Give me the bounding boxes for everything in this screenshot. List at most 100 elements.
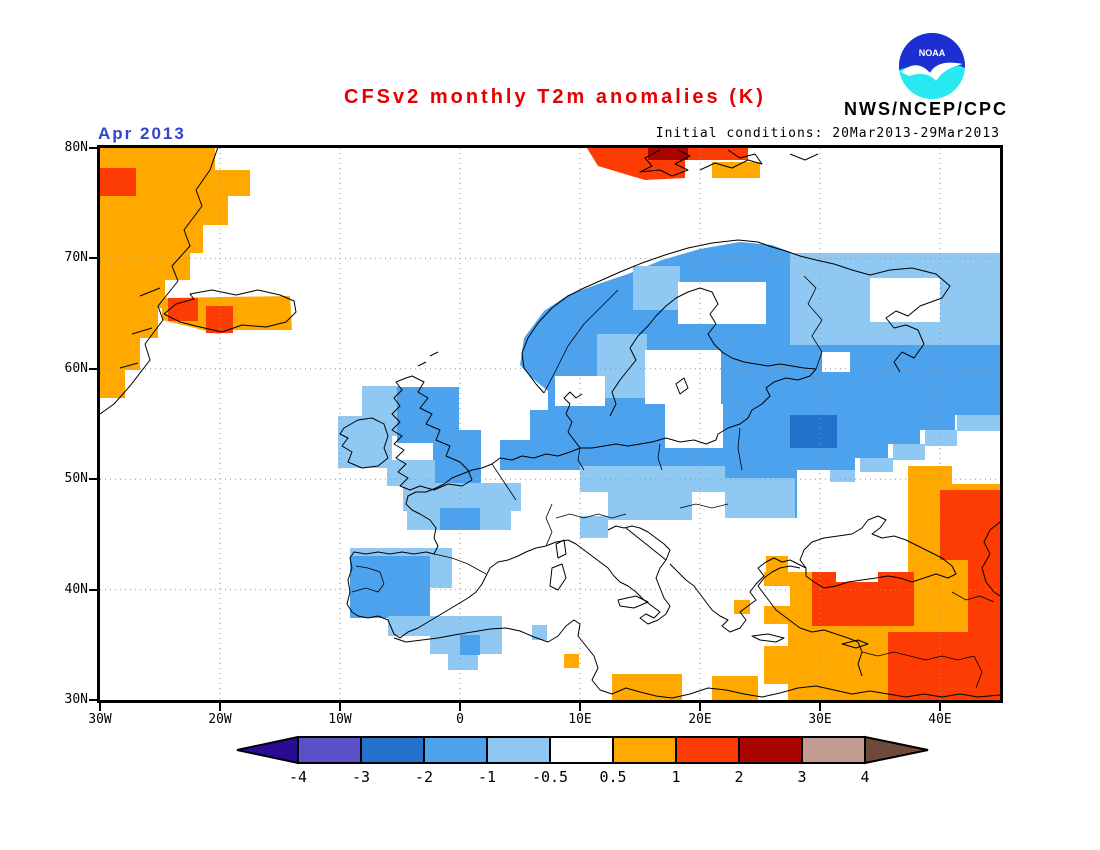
border-0 bbox=[543, 289, 619, 394]
anomaly-region-lightblue-s-iberia bbox=[388, 616, 432, 636]
anomaly-region-lightblue-se-fringe-1 bbox=[957, 415, 1000, 431]
colorbar-segment-0 bbox=[297, 736, 362, 764]
anomaly-region-lightblue-scandi-2 bbox=[597, 334, 647, 398]
map-frame bbox=[97, 145, 1003, 703]
anomaly-region-lightblue-se-fringe-5 bbox=[830, 470, 855, 482]
anomaly-map bbox=[99, 146, 1001, 700]
x-axis-label: 10W bbox=[328, 712, 352, 727]
anomaly-region-white-hole-ladoga-east bbox=[822, 352, 850, 372]
anomaly-region-lightblue-se-fringe-4 bbox=[860, 458, 893, 472]
anomaly-region-lightblue-scandi-1 bbox=[633, 266, 680, 310]
colorbar-tick-label: 0.5 bbox=[599, 768, 626, 786]
anomaly-region-lightblue-algeria-cell2 bbox=[532, 625, 547, 640]
coastline-29 bbox=[339, 417, 389, 469]
x-axis-tick bbox=[339, 703, 341, 711]
y-axis-label: 40N bbox=[64, 581, 88, 597]
coastline-18 bbox=[799, 515, 957, 589]
anomaly-region-blue-algeria-cell bbox=[460, 635, 480, 655]
coastline-8 bbox=[521, 239, 951, 394]
y-axis-label: 80N bbox=[64, 140, 88, 155]
colorbar-segment-1 bbox=[360, 736, 425, 764]
coastline-15 bbox=[669, 557, 807, 633]
colorbar-segment-6 bbox=[675, 736, 740, 764]
coastline-27 bbox=[429, 351, 439, 357]
coastline-4 bbox=[163, 289, 297, 333]
y-axis-tick bbox=[89, 478, 97, 481]
anomaly-region-lightblue-romania bbox=[725, 478, 795, 518]
anomaly-region-lightblue-se-fringe-3 bbox=[893, 444, 925, 460]
colorbar-segment-4 bbox=[549, 736, 614, 764]
coastline-19 bbox=[799, 627, 863, 677]
anomaly-region-orange-tunisia-cell bbox=[564, 654, 579, 668]
x-axis-tick bbox=[219, 703, 221, 711]
border-5 bbox=[491, 463, 517, 501]
colorbar-tick-label: -1 bbox=[478, 768, 496, 786]
anomaly-region-lightblue-s-england bbox=[387, 460, 435, 486]
colorbar: -4 -3 -2 -1 -0.5 0.5 1 2 3 4 bbox=[230, 730, 935, 790]
anomaly-region-darkred-svalbard-cell bbox=[648, 148, 688, 160]
border-11 bbox=[861, 651, 975, 661]
anomaly-region-lightblue-alps bbox=[580, 516, 608, 538]
border-6 bbox=[545, 503, 553, 547]
x-axis-tick bbox=[939, 703, 941, 711]
anomaly-region-white-hole-e-blacksea bbox=[836, 558, 878, 582]
anomaly-region-red-svalbard bbox=[587, 148, 748, 180]
colorbar-segment-5 bbox=[612, 736, 677, 764]
anomaly-region-blue-east-england bbox=[433, 430, 481, 483]
y-axis-label: 60N bbox=[64, 360, 88, 376]
forecast-month-label: Apr 2013 bbox=[98, 124, 186, 143]
y-axis-tick bbox=[89, 588, 97, 591]
y-axis-tick bbox=[89, 367, 97, 370]
anomaly-region-white-hole-s-sweden bbox=[665, 404, 723, 448]
border-8 bbox=[351, 565, 385, 593]
border-12 bbox=[951, 591, 995, 603]
coastline-12 bbox=[346, 447, 581, 639]
colorbar-segment-8 bbox=[801, 736, 866, 764]
anomaly-region-red-caucasus bbox=[940, 490, 1000, 560]
colorbar-svg: -4 -3 -2 -1 -0.5 0.5 1 2 3 4 bbox=[236, 735, 929, 786]
noaa-seagull-icon bbox=[901, 62, 963, 81]
anomaly-region-red-greenland-cell bbox=[100, 168, 136, 196]
border-9 bbox=[555, 513, 627, 519]
border-2 bbox=[657, 443, 663, 471]
anomaly-region-lightblue-ireland bbox=[338, 416, 392, 468]
coastline-9 bbox=[885, 305, 925, 373]
anomaly-region-darkblue-cell-belarus bbox=[790, 415, 837, 448]
y-axis-label: 30N bbox=[64, 692, 88, 707]
coastline-23 bbox=[549, 563, 567, 591]
anomaly-region-lightblue-se-fringe-2 bbox=[925, 430, 957, 446]
coastline-24 bbox=[555, 539, 567, 559]
anomaly-region-white-hole-oslo bbox=[555, 376, 605, 406]
anomaly-region-white-hole-white-sea bbox=[870, 278, 940, 322]
anomaly-region-blue-nw-iberia bbox=[350, 556, 430, 618]
coastline-20 bbox=[757, 565, 801, 629]
border-1 bbox=[803, 275, 823, 370]
anomaly-region-white-hole-bothnia bbox=[678, 282, 766, 324]
colorbar-tick-label: 4 bbox=[860, 768, 869, 786]
coastline-22 bbox=[617, 595, 649, 609]
colorbar-segment-7 bbox=[738, 736, 803, 764]
coastline-11 bbox=[675, 377, 689, 395]
x-axis-label: 30W bbox=[88, 712, 112, 727]
coastline-7 bbox=[789, 153, 819, 161]
x-axis-label: 40E bbox=[928, 712, 952, 727]
anomaly-region-red-right-edge bbox=[968, 560, 1000, 632]
y-axis-label: 70N bbox=[64, 250, 88, 266]
x-axis-tick bbox=[579, 703, 581, 711]
colorbar-left-arrow bbox=[236, 735, 299, 765]
anomaly-region-blue-mass-scandinavia-nw-russia bbox=[500, 242, 1000, 518]
coastline-3 bbox=[119, 362, 139, 369]
noaa-logo-text: NOAA bbox=[919, 48, 946, 58]
x-axis-tick bbox=[99, 703, 101, 711]
x-axis-tick bbox=[459, 703, 461, 711]
border-4 bbox=[577, 447, 585, 471]
colorbar-tick-label: -0.5 bbox=[532, 768, 568, 786]
x-axis-tick bbox=[819, 703, 821, 711]
colorbar-tick-label: -3 bbox=[352, 768, 370, 786]
y-axis-tick bbox=[89, 257, 97, 260]
coastline-13 bbox=[567, 525, 671, 625]
border-13 bbox=[973, 655, 983, 689]
anomaly-region-lightblue-central-europe-1 bbox=[580, 466, 725, 492]
x-axis-label: 20W bbox=[208, 712, 232, 727]
